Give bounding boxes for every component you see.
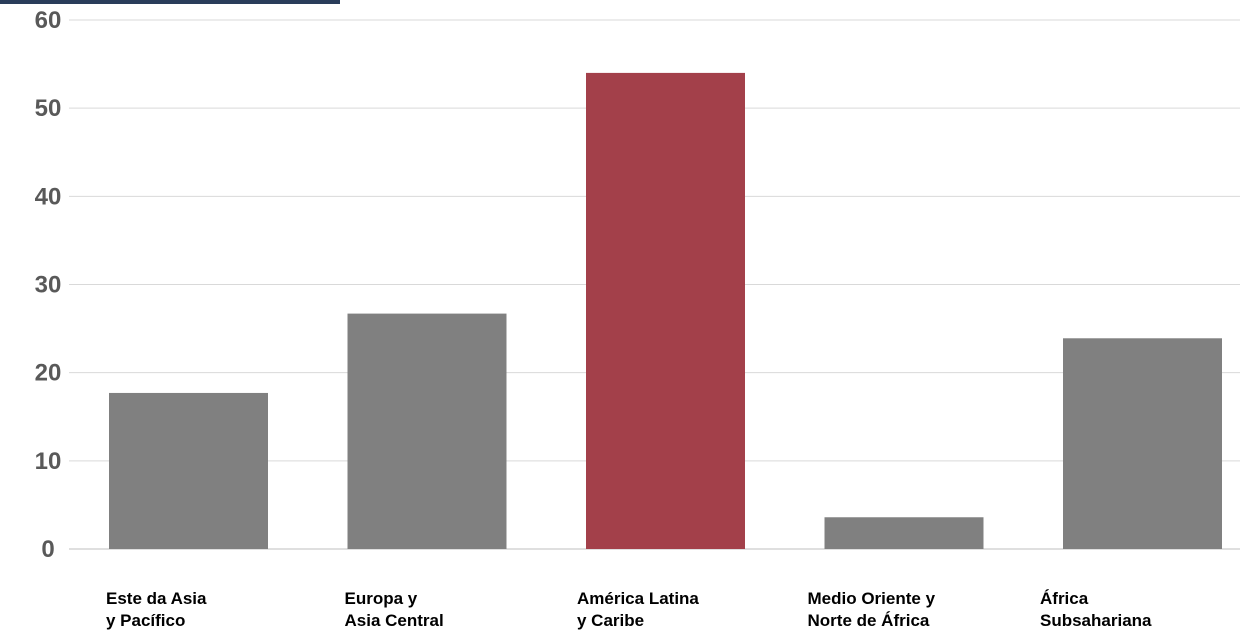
x-tick-label-line: África	[1040, 589, 1089, 608]
x-tick-label-line: y Pacífico	[106, 611, 186, 630]
y-tick-label: 10	[35, 448, 62, 475]
x-tick-label-line: América Latina	[577, 589, 699, 608]
bars	[109, 72, 1222, 550]
y-tick-label: 20	[35, 360, 62, 387]
x-tick-label-line: Este da Asia	[106, 589, 207, 608]
x-tick-label: Este da Asia y Pacífico	[106, 588, 206, 632]
y-tick-label: 40	[35, 183, 62, 210]
bar	[1063, 338, 1222, 549]
x-tick-label-line: Norte de África	[807, 611, 930, 630]
bar	[109, 392, 268, 549]
x-tick-label: Medio Oriente y Norte de África	[808, 588, 936, 632]
cropped-title-fragment	[0, 0, 340, 4]
gridlines	[69, 19, 1240, 550]
x-tick-label-line: Europa y	[344, 589, 418, 608]
bar	[824, 517, 984, 549]
y-tick-label: 60	[35, 7, 62, 34]
x-tick-label-line: y Caribe	[577, 611, 645, 630]
x-tick-label: Europa y Asia Central	[345, 588, 444, 632]
x-tick-label-line: Medio Oriente y	[807, 589, 936, 608]
x-tick-label-line: Subsahariana	[1040, 611, 1152, 630]
x-tick-label: África Subsahariana	[1040, 588, 1152, 632]
y-tick-label: 50	[35, 95, 62, 122]
x-tick-label: América Latina y Caribe	[577, 588, 699, 632]
bar	[586, 72, 745, 550]
y-axis-ticks: 0 10 20 30 40 50 60	[35, 7, 62, 563]
y-tick-label: 30	[35, 272, 62, 299]
x-tick-label-line: Asia Central	[344, 611, 444, 630]
y-tick-label: 0	[41, 536, 54, 563]
bar	[347, 313, 507, 549]
